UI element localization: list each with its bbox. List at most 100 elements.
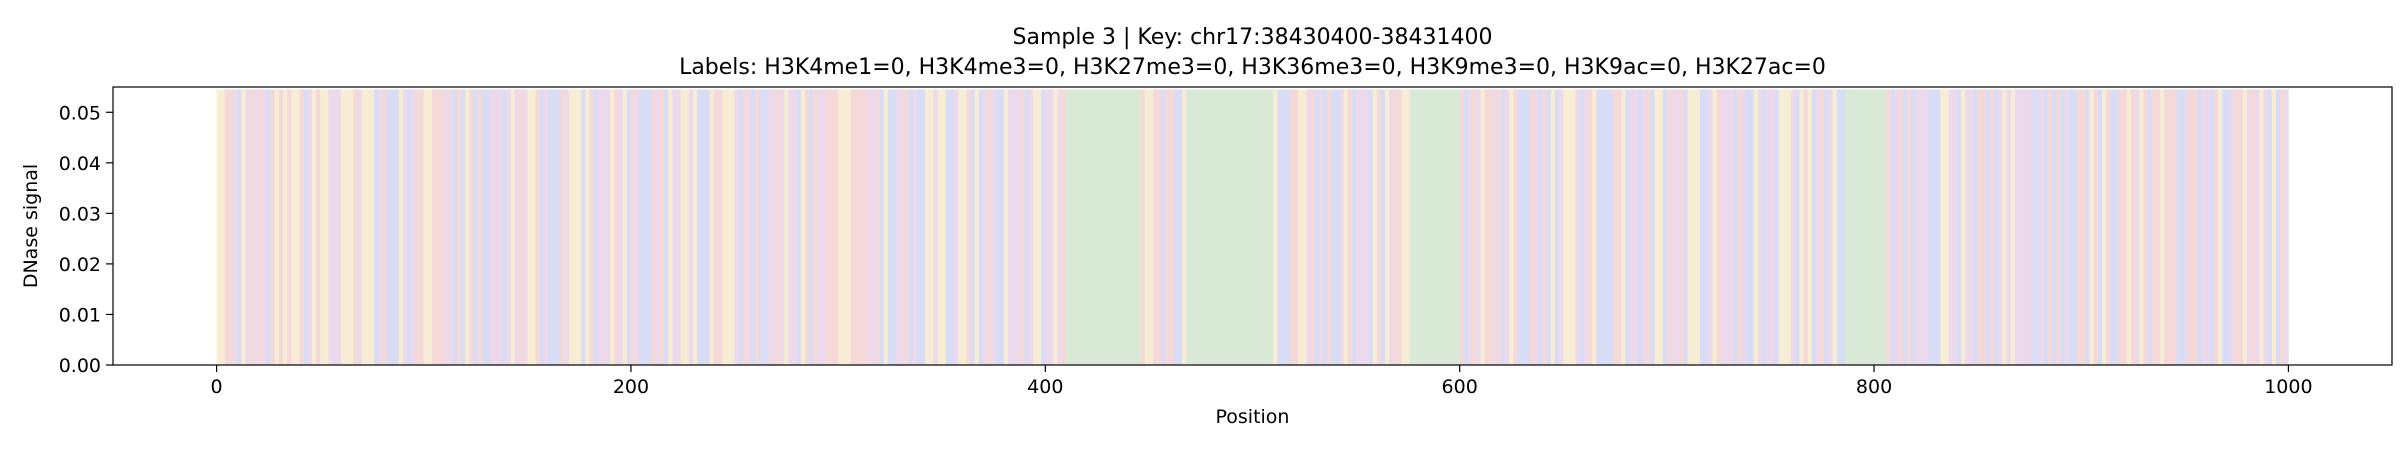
- position-band: [635, 89, 640, 365]
- position-band: [1074, 89, 1079, 365]
- position-band: [1799, 89, 1804, 365]
- position-band: [1509, 89, 1514, 365]
- position-band: [543, 89, 549, 365]
- position-band: [1878, 89, 1883, 365]
- position-band: [357, 89, 362, 365]
- position-band: [572, 89, 578, 365]
- plot-area-frame: [112, 86, 2393, 366]
- position-band: [1024, 89, 1030, 365]
- position-band: [833, 89, 839, 365]
- position-band: [1766, 89, 1771, 365]
- position-band: [2101, 89, 2107, 365]
- position-band: [610, 89, 615, 365]
- position-band: [2139, 89, 2144, 365]
- position-band: [879, 89, 885, 365]
- position-band: [386, 89, 391, 365]
- position-band: [2242, 89, 2248, 365]
- position-band: [539, 89, 545, 365]
- position-band: [962, 89, 967, 365]
- position-band: [1907, 89, 1912, 365]
- position-band: [552, 89, 557, 365]
- position-band: [316, 89, 321, 365]
- position-band: [1952, 89, 1958, 365]
- position-band: [452, 89, 458, 365]
- position-band: [1492, 89, 1498, 365]
- position-band: [1745, 89, 1751, 365]
- position-band: [1198, 89, 1204, 365]
- position-band: [2284, 89, 2289, 365]
- position-band: [2110, 89, 2115, 365]
- position-band: [1045, 89, 1050, 365]
- position-band: [311, 89, 317, 365]
- position-band: [1977, 89, 1983, 365]
- position-band: [1322, 89, 1328, 365]
- position-band: [415, 89, 420, 365]
- position-band: [1008, 89, 1013, 365]
- position-band: [672, 89, 677, 365]
- position-band: [1438, 89, 1444, 365]
- position-band: [1244, 89, 1249, 365]
- position-band: [1758, 89, 1763, 365]
- position-band: [1356, 89, 1361, 365]
- position-band: [1318, 89, 1324, 365]
- position-band: [2176, 89, 2181, 365]
- position-band: [2164, 89, 2169, 365]
- position-band: [2130, 89, 2136, 365]
- position-band: [506, 89, 512, 365]
- position-band: [1020, 89, 1025, 365]
- y-tick-label: 0.05: [59, 102, 101, 124]
- position-band: [1517, 89, 1523, 365]
- position-band: [423, 89, 429, 365]
- position-band: [1795, 89, 1800, 365]
- position-band: [2222, 89, 2227, 365]
- position-band: [1066, 89, 1071, 365]
- position-band: [1874, 89, 1879, 365]
- position-band: [1990, 89, 1995, 365]
- position-band: [2043, 89, 2049, 365]
- position-band: [1447, 89, 1452, 365]
- position-band: [2114, 89, 2119, 365]
- position-band: [1985, 89, 1991, 365]
- position-band: [1811, 89, 1817, 365]
- position-band: [1737, 89, 1742, 365]
- position-band: [1169, 89, 1175, 365]
- position-band: [1455, 89, 1460, 365]
- position-band: [2280, 89, 2285, 365]
- position-band: [2205, 89, 2210, 365]
- position-band: [1264, 89, 1270, 365]
- position-band: [548, 89, 553, 365]
- position-band: [274, 89, 280, 365]
- position-band: [2251, 89, 2256, 365]
- position-band: [1103, 89, 1108, 365]
- position-band: [1211, 89, 1216, 365]
- position-band: [340, 89, 346, 365]
- position-band: [1182, 89, 1187, 365]
- x-axis-label: Position: [1216, 406, 1290, 428]
- position-band: [2056, 89, 2061, 365]
- position-band: [2039, 89, 2045, 365]
- position-band: [473, 89, 478, 365]
- position-band: [784, 89, 789, 365]
- position-band: [1418, 89, 1423, 365]
- position-band: [688, 89, 694, 365]
- position-band: [2077, 89, 2082, 365]
- x-tick-label: 0: [211, 376, 223, 398]
- position-band: [2147, 89, 2152, 365]
- position-band: [1269, 89, 1274, 365]
- position-band: [601, 89, 607, 365]
- position-band: [448, 89, 454, 365]
- position-band: [1281, 89, 1286, 365]
- position-band: [1654, 89, 1659, 365]
- position-band: [1041, 89, 1046, 365]
- position-band: [1136, 89, 1141, 365]
- position-band: [705, 89, 710, 365]
- position-band: [1865, 89, 1871, 365]
- position-band: [527, 89, 532, 365]
- position-band: [651, 89, 657, 365]
- position-band: [925, 89, 930, 365]
- position-band: [1099, 89, 1104, 365]
- position-band: [2155, 89, 2161, 365]
- position-band: [1700, 89, 1705, 365]
- position-band: [883, 89, 889, 365]
- position-band: [792, 89, 797, 365]
